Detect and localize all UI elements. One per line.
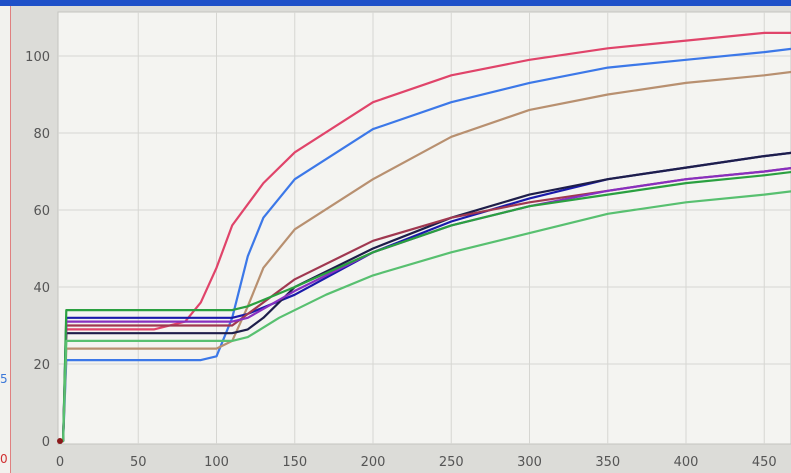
x-tick-label: 300 (517, 455, 542, 470)
window-top-bar (0, 0, 791, 6)
x-tick-label: 200 (361, 455, 386, 470)
origin-point (57, 438, 63, 444)
series-line-5 (58, 151, 791, 443)
x-tick-label: 150 (282, 455, 307, 470)
y-tick-label: 100 (25, 50, 50, 65)
side-label-blue: 5 (0, 372, 8, 386)
y-tick-label: 60 (33, 204, 50, 219)
side-label-red: 0 (0, 452, 8, 466)
y-tick-label: 20 (33, 358, 50, 373)
x-tick-label: 0 (56, 455, 64, 470)
left-axis-strip (0, 6, 11, 473)
series-line-9 (58, 190, 791, 443)
series-line-1 (58, 31, 791, 443)
x-tick-label: 50 (130, 455, 147, 470)
series-line-3 (58, 70, 791, 443)
y-tick-label: 80 (33, 127, 50, 142)
series-line-8 (58, 170, 791, 443)
y-tick-label: 40 (33, 281, 50, 296)
series-line-2 (58, 47, 791, 443)
x-tick-label: 450 (752, 455, 777, 470)
series-group (57, 31, 791, 444)
x-tick-label: 350 (595, 455, 620, 470)
tick-labels: 0 50 100 150 200 250 300 350 400 450 0 20 40 60 80 100 (25, 50, 776, 470)
y-tick-label: 0 (42, 435, 50, 450)
x-tick-label: 400 (674, 455, 699, 470)
x-tick-label: 250 (439, 455, 464, 470)
x-tick-label: 100 (204, 455, 229, 470)
